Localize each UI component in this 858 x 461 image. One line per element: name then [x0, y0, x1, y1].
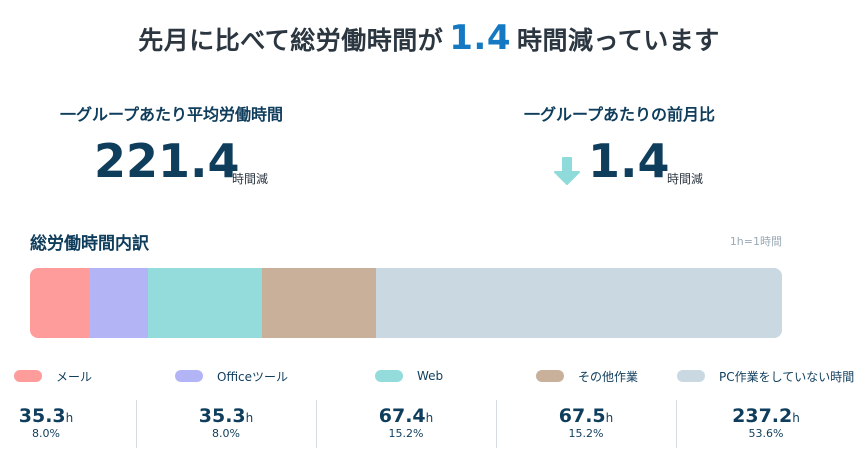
legend-swatch-icon: [375, 370, 403, 382]
divider: [496, 400, 497, 448]
legend-label: Officeツール: [217, 369, 289, 384]
stat-unit: h: [605, 411, 614, 425]
stat-unit: h: [425, 411, 434, 425]
legend-item-office: Officeツール: [175, 369, 289, 384]
stat-mail: 35.3h 8.0%: [0, 406, 96, 440]
bar-segment-web[interactable]: [148, 268, 262, 338]
headline-suffix: 時間減っています: [516, 26, 720, 55]
divider: [676, 400, 677, 448]
divider: [316, 400, 317, 448]
kpi-mom-unit: 時間減: [667, 172, 704, 186]
legend-item-mail: メール: [14, 369, 93, 384]
legend-item-non-pc: PC作業をしていない時間: [677, 369, 855, 384]
stat-unit: h: [792, 411, 800, 425]
stat-non-pc: 237.2h 53.6%: [716, 406, 816, 440]
divider: [136, 400, 137, 448]
scale-note: 1h=1時間: [729, 235, 782, 248]
headline-prefix: 先月に比べて総労働時間が: [138, 26, 444, 55]
stat-other: 67.5h 15.2%: [536, 406, 636, 440]
legend-label: その他作業: [578, 369, 639, 384]
stat-percent: 8.0%: [32, 426, 60, 440]
legend-swatch-icon: [677, 370, 705, 382]
bar-segment-mail[interactable]: [30, 268, 89, 338]
stacked-bar: [30, 268, 782, 338]
legend-swatch-icon: [14, 370, 42, 382]
kpi-avg-label: 一グループあたり平均労働時間: [60, 105, 284, 124]
stat-web: 67.4h 15.2%: [356, 406, 456, 440]
legend-swatch-icon: [175, 370, 203, 382]
legend-label: Web: [417, 369, 444, 383]
stat-value: 35.3: [18, 405, 66, 427]
bar-segment-other[interactable]: [262, 268, 376, 338]
headline-number: 1.4: [449, 18, 511, 58]
kpi-mom-value: 1.4: [588, 134, 670, 188]
stat-value: 237.2: [732, 405, 793, 427]
stat-value: 67.5: [558, 405, 606, 427]
stat-percent: 8.0%: [212, 426, 240, 440]
stat-unit: h: [65, 411, 74, 425]
stat-value: 35.3: [198, 405, 246, 427]
bar-segment-non-pc[interactable]: [376, 268, 782, 338]
kpi-avg-unit: 時間減: [232, 172, 269, 186]
stat-percent: 15.2%: [388, 426, 424, 440]
stat-unit: h: [245, 411, 254, 425]
legend-item-other: その他作業: [536, 369, 639, 384]
bar-segment-office[interactable]: [89, 268, 148, 338]
kpi-avg-value: 221.4: [94, 134, 240, 188]
legend-swatch-icon: [536, 370, 564, 382]
stat-percent: 53.6%: [748, 426, 784, 440]
legend-item-web: Web: [375, 369, 443, 383]
legend-label: PC作業をしていない時間: [719, 369, 855, 384]
legend-label: メール: [56, 369, 93, 384]
breakdown-title: 総労働時間内訳: [30, 234, 149, 254]
kpi-mom-label: 一グループあたりの前月比: [524, 105, 716, 124]
stat-office: 35.3h 8.0%: [176, 406, 276, 440]
stat-percent: 15.2%: [568, 426, 604, 440]
stat-value: 67.4: [378, 405, 426, 427]
arrow-down-icon: [554, 157, 580, 185]
headline: 先月に比べて総労働時間が 1.4 時間減っています: [0, 18, 858, 58]
